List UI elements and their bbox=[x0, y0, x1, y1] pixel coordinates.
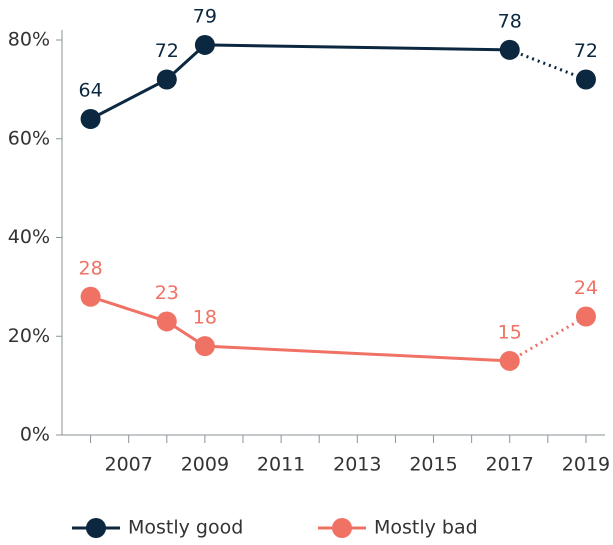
point bbox=[499, 39, 520, 60]
data-label: 64 bbox=[78, 80, 102, 102]
x-tick-label: 2019 bbox=[562, 454, 610, 476]
data-label: 72 bbox=[574, 40, 598, 62]
x-tick-label: 2013 bbox=[333, 454, 381, 476]
data-label: 28 bbox=[78, 257, 102, 279]
data-label: 15 bbox=[498, 321, 522, 343]
point bbox=[499, 350, 520, 371]
legend-label: Mostly bad bbox=[374, 517, 478, 539]
y-tick-label: 40% bbox=[8, 226, 50, 248]
point bbox=[194, 34, 215, 55]
legend-label: Mostly good bbox=[128, 517, 243, 539]
data-label: 79 bbox=[193, 5, 217, 27]
data-label: 18 bbox=[193, 307, 217, 329]
legend-marker bbox=[332, 518, 352, 538]
y-tick-label: 20% bbox=[8, 325, 50, 347]
series-line-dashed bbox=[509, 48, 587, 81]
x-tick-label: 2015 bbox=[409, 454, 457, 476]
legend-marker bbox=[86, 518, 106, 538]
point bbox=[194, 336, 215, 357]
data-label: 23 bbox=[155, 282, 179, 304]
point bbox=[575, 69, 596, 90]
point bbox=[156, 69, 177, 90]
y-tick-label: 80% bbox=[8, 29, 50, 51]
data-label: 78 bbox=[498, 10, 522, 32]
x-tick-label: 2017 bbox=[486, 454, 534, 476]
series-line bbox=[89, 43, 510, 121]
x-tick-label: 2011 bbox=[257, 454, 305, 476]
point bbox=[80, 286, 101, 307]
point bbox=[156, 311, 177, 332]
series-line-dashed bbox=[508, 315, 587, 363]
y-tick-label: 60% bbox=[8, 127, 50, 149]
x-tick-label: 2007 bbox=[105, 454, 153, 476]
point bbox=[575, 306, 596, 327]
y-tick-label: 0% bbox=[20, 424, 50, 446]
series-line bbox=[90, 295, 510, 363]
x-tick-label: 2009 bbox=[181, 454, 229, 476]
point bbox=[80, 109, 101, 129]
data-label: 24 bbox=[574, 277, 598, 299]
data-label: 72 bbox=[155, 40, 179, 62]
